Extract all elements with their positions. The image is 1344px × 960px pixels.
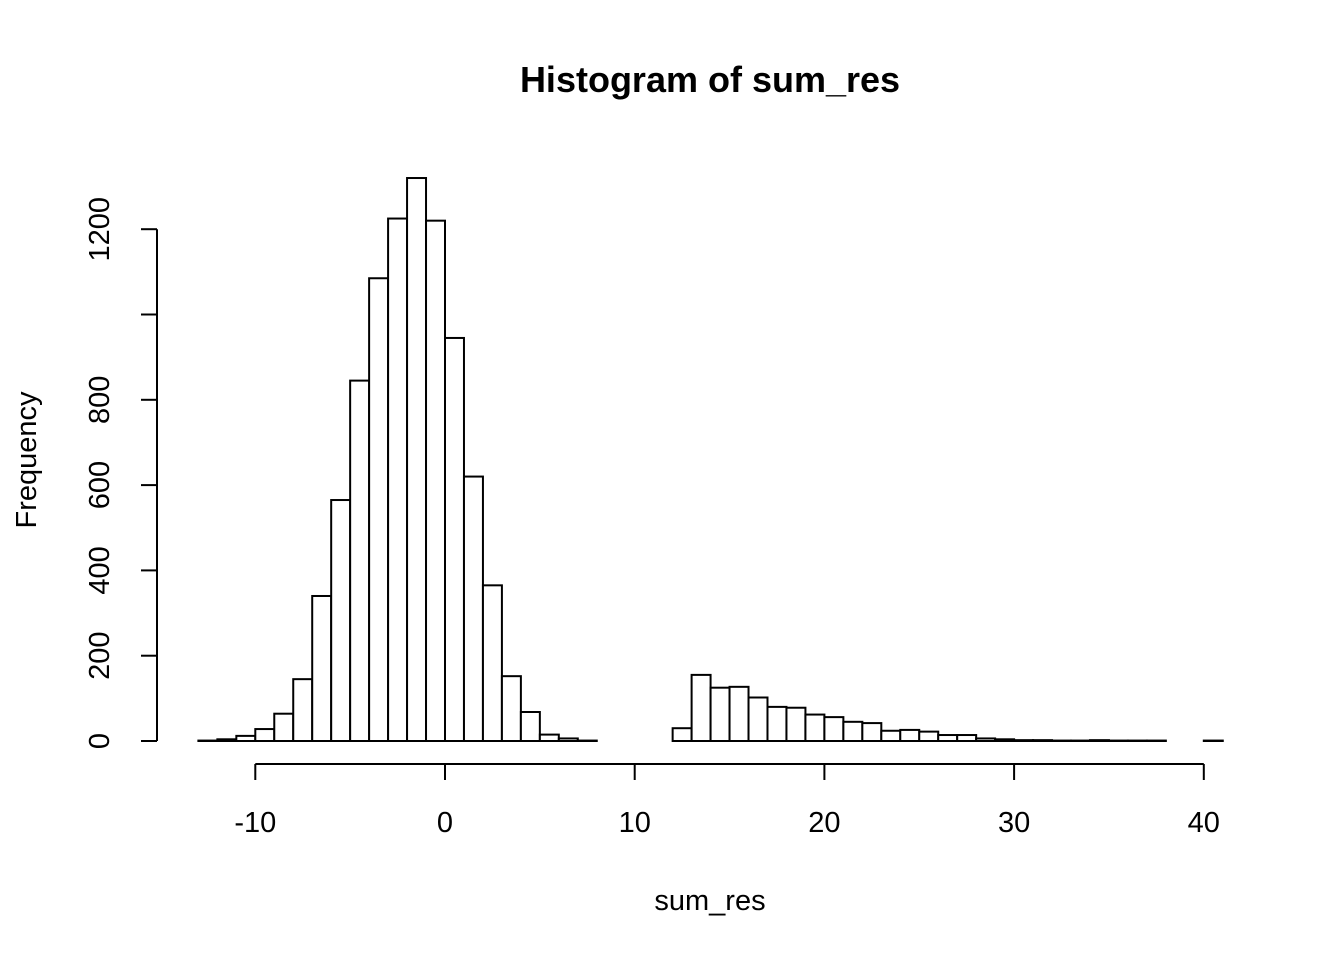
histogram-bar: [387, 217, 409, 743]
histogram-bar: [444, 336, 465, 742]
x-tick-label: 40: [1188, 807, 1220, 839]
histogram-bar: [481, 584, 503, 743]
y-tick-label: 200: [84, 632, 116, 680]
x-tick-label: 10: [619, 807, 651, 839]
y-tick-label: 400: [84, 546, 116, 594]
histogram-bar: [425, 219, 446, 743]
histogram-bar: [766, 705, 788, 743]
histogram-bar: [235, 734, 257, 743]
histogram-bar: [975, 737, 997, 743]
histogram-bar: [292, 678, 314, 742]
histogram-bar: [671, 727, 693, 743]
histogram-bar: [728, 685, 750, 743]
histogram-bar: [216, 738, 238, 742]
histogram-bar: [1032, 739, 1054, 743]
histogram-bar: [804, 713, 826, 742]
histogram-bar: [519, 711, 541, 742]
histogram-bar: [1013, 739, 1035, 743]
y-tick-label: 800: [84, 376, 116, 424]
x-axis: -10 0 10 20 30 40: [234, 763, 1220, 839]
histogram-bar: [747, 696, 769, 742]
histogram-bar: [254, 728, 276, 742]
histogram-bar: [557, 737, 579, 743]
histogram-bar: [842, 720, 864, 742]
x-tick-label: 30: [998, 807, 1030, 839]
histogram-bar: [823, 716, 845, 742]
histogram-bar: [368, 277, 390, 742]
histogram-bar: [273, 712, 295, 743]
x-tick-label: 20: [808, 807, 840, 839]
histogram-bar: [462, 475, 484, 742]
chart-title: Histogram of sum_res: [520, 59, 900, 100]
bars-group: [197, 177, 1224, 743]
histogram-bar: [330, 499, 352, 742]
histogram-bar: [406, 177, 428, 742]
histogram-bar: [311, 594, 333, 742]
x-axis-label: sum_res: [654, 885, 765, 917]
x-tick-label: 0: [437, 807, 453, 839]
histogram-bar: [937, 734, 959, 743]
y-tick-label: 600: [84, 461, 116, 509]
histogram-bar: [994, 738, 1016, 742]
y-axis: 0 200 400 600 800 1200: [84, 197, 158, 749]
histogram-bar: [349, 379, 371, 742]
y-axis-label: Frequency: [11, 391, 43, 529]
histogram-bar: [956, 734, 978, 743]
histogram-bar: [1088, 739, 1110, 743]
histogram-bar: [861, 722, 883, 743]
y-tick-label: 1200: [84, 197, 116, 262]
y-tick-label: 0: [84, 733, 116, 749]
histogram-bar: [785, 706, 807, 742]
histogram-bar: [918, 730, 940, 742]
histogram-bar: [899, 728, 921, 742]
histogram-bar: [880, 729, 902, 743]
histogram-bar: [500, 675, 522, 742]
histogram-bar: [709, 686, 731, 743]
histogram-bar: [690, 673, 712, 743]
histogram-bar: [538, 733, 560, 742]
x-tick-label: -10: [234, 807, 276, 839]
